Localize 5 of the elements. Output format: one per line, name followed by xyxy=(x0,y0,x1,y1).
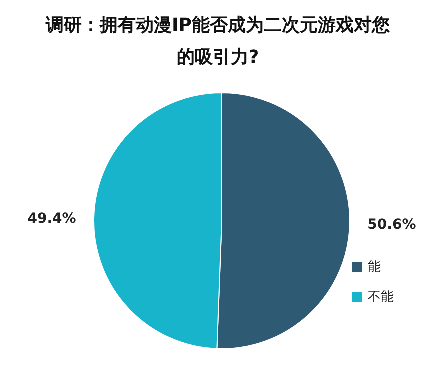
data-label: 50.6% xyxy=(368,217,416,234)
chart-title: 调研：拥有动漫IP能否成为二次元游戏对您的吸引力? xyxy=(44,14,391,70)
legend-label: 不能 xyxy=(368,289,394,306)
legend-label: 能 xyxy=(368,259,381,276)
data-label: 49.4% xyxy=(28,210,76,227)
